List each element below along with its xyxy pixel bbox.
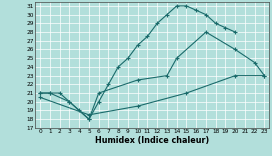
X-axis label: Humidex (Indice chaleur): Humidex (Indice chaleur) xyxy=(95,136,209,145)
